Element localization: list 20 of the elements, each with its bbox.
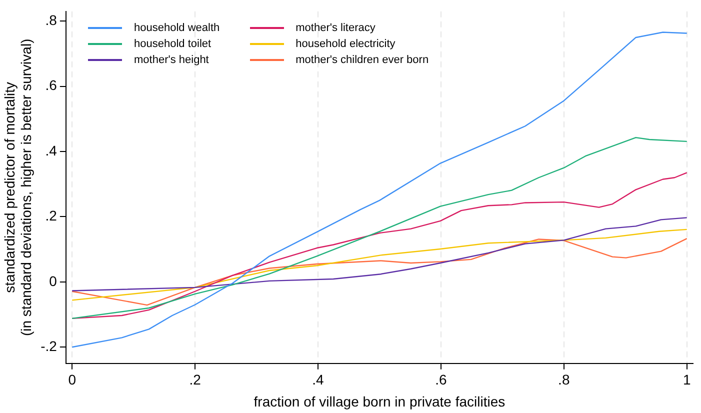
y-tick-label: .2 — [45, 208, 58, 224]
y-tick-label: .8 — [45, 12, 58, 28]
legend-label: household electricity — [296, 38, 396, 50]
x-tick-label: 0 — [68, 372, 76, 388]
x-tick-label: .8 — [558, 372, 570, 388]
x-tick-label: .6 — [435, 372, 447, 388]
y-tick-label: .4 — [45, 142, 58, 158]
y-tick-label: -.2 — [40, 338, 58, 354]
x-axis-title: fraction of village born in private facilities — [254, 393, 506, 410]
y-tick-label: .6 — [45, 77, 58, 94]
y-axis-title: standardized predictor of mortality (in standard deviations, higher is better survival) — [1, 38, 34, 336]
legend-label: household wealth — [134, 22, 220, 34]
legend-label: mother's literacy — [296, 22, 376, 34]
y-tick-label: 0 — [49, 272, 58, 289]
legend-label: mother's height — [134, 54, 209, 66]
x-tick-label: .2 — [189, 372, 202, 388]
legend-label: mother's children ever born — [296, 54, 429, 66]
x-tick-label: 1 — [682, 372, 691, 388]
legend-label: household toilet — [134, 38, 212, 50]
x-tick-label: .4 — [312, 372, 324, 388]
